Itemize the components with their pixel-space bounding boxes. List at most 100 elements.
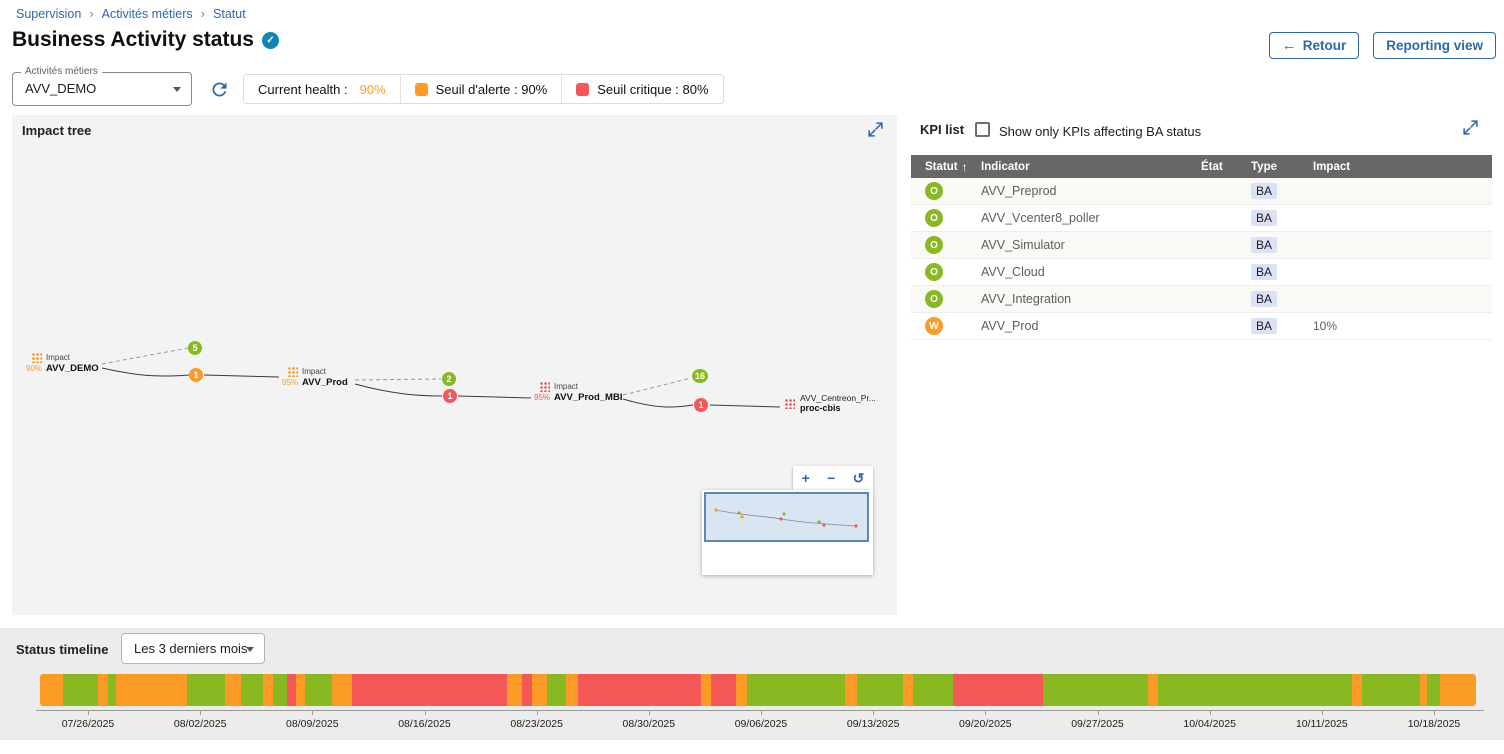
chevron-down-icon [246, 647, 254, 652]
axis-tick [200, 710, 202, 715]
tree-node-avv-prod-mbi[interactable]: Impact 95% AVV_Prod_MBI [534, 381, 622, 403]
badge-ok-count[interactable]: 2 [442, 372, 456, 386]
breadcrumb-supervision[interactable]: Supervision [16, 6, 82, 21]
tree-minimap[interactable] [702, 490, 873, 575]
timeline-segment-ok[interactable] [63, 674, 98, 706]
node-impact-label: Impact [46, 353, 71, 362]
kpi-indicator: AVV_Cloud [981, 265, 1045, 279]
timeline-segment-warning[interactable] [845, 674, 857, 706]
timeline-segment-warning[interactable] [735, 674, 748, 706]
tree-node-avv-demo[interactable]: Impact 90% AVV_DEMO [26, 352, 99, 374]
status-circle: W [925, 317, 943, 335]
kpi-row[interactable]: O AVV_Simulator BA [911, 232, 1492, 259]
timeline-segment-critical[interactable] [711, 674, 736, 706]
kpi-indicator: AVV_Integration [981, 292, 1072, 306]
ba-select-label: Activités métiers [21, 66, 102, 77]
timeline-segment-warning[interactable] [701, 674, 712, 706]
kpi-type-chip: BA [1251, 291, 1278, 307]
sort-asc-icon: ↑ [961, 159, 968, 174]
expand-icon[interactable] [867, 121, 887, 141]
timeline-period-value: Les 3 derniers mois [134, 641, 248, 656]
minimap-tree-sketch [714, 508, 858, 528]
column-etat[interactable]: État [1201, 160, 1223, 173]
back-arrow-icon: ← [1281, 37, 1297, 54]
zoom-in-button[interactable]: + [801, 470, 810, 486]
timeline-segment-ok[interactable] [304, 674, 332, 706]
timeline-segment-warning[interactable] [1419, 674, 1428, 706]
warning-threshold-item: Seuil d'alerte : 90% [399, 75, 562, 103]
breadcrumb: Supervision › Activités métiers › Statut [16, 6, 246, 21]
kpi-row[interactable]: O AVV_Integration BA [911, 286, 1492, 313]
timeline-segment-warning[interactable] [331, 674, 352, 706]
timeline-segment-ok[interactable] [1427, 674, 1441, 706]
axis-tick [312, 710, 314, 715]
timeline-segment-warning[interactable] [97, 674, 108, 706]
badge-warning-count[interactable]: 1 [189, 368, 203, 382]
kpi-impact: 10% [1313, 319, 1338, 333]
node-percent: 90% [26, 364, 43, 373]
timeline-segment-warning[interactable] [566, 674, 578, 706]
timeline-segment-warning[interactable] [507, 674, 522, 706]
kpi-row[interactable]: O AVV_Cloud BA [911, 259, 1492, 286]
timeline-segment-critical[interactable] [577, 674, 702, 706]
kpi-type-chip: BA [1251, 237, 1278, 253]
timeline-segment-warning[interactable] [1148, 674, 1159, 706]
timeline-segment-ok[interactable] [912, 674, 953, 706]
title-row: Business Activity status ✓ [12, 28, 279, 52]
breadcrumb-separator: › [200, 6, 206, 21]
minimap-viewport[interactable] [704, 492, 869, 542]
ba-select[interactable]: Activités métiers AVV_DEMO [12, 66, 192, 106]
axis-tick [536, 710, 538, 715]
timeline-segment-ok[interactable] [241, 674, 263, 706]
timeline-segment-critical[interactable] [521, 674, 532, 706]
timeline-segment-critical[interactable] [287, 674, 296, 706]
timeline-segment-warning[interactable] [40, 674, 63, 706]
timeline-segment-ok[interactable] [856, 674, 903, 706]
timeline-period-select[interactable]: Les 3 derniers mois [121, 633, 265, 664]
badge-ok-count[interactable]: 16 [692, 369, 708, 383]
timeline-segment-ok[interactable] [547, 674, 567, 706]
refresh-button[interactable] [206, 76, 232, 102]
timeline-segment-ok[interactable] [272, 674, 288, 706]
kpi-row[interactable]: W AVV_Prod BA 10% [911, 313, 1492, 340]
badge-critical-count[interactable]: 1 [694, 398, 708, 412]
column-statut[interactable]: Statut ↑ [925, 159, 968, 174]
reporting-view-button[interactable]: Reporting view [1373, 32, 1496, 59]
timeline-segment-ok[interactable] [186, 674, 226, 706]
expand-icon[interactable] [1462, 119, 1482, 139]
timeline-segment-critical[interactable] [351, 674, 508, 706]
timeline-segment-critical[interactable] [952, 674, 1044, 706]
timeline-segment-warning[interactable] [116, 674, 187, 706]
tree-node-avv-centreon[interactable]: AVV_Centreon_Pr... proc-cbis [784, 393, 876, 413]
timeline-segment-warning[interactable] [225, 674, 242, 706]
timeline-segment-warning[interactable] [295, 674, 305, 706]
timeline-segment-ok[interactable] [107, 674, 117, 706]
critical-threshold-item: Seuil critique : 80% [561, 75, 722, 103]
kpi-row[interactable]: O AVV_Preprod BA [911, 178, 1492, 205]
timeline-segment-warning[interactable] [1352, 674, 1363, 706]
timeline-segment-warning[interactable] [262, 674, 273, 706]
timeline-segment-warning[interactable] [1440, 674, 1476, 706]
breadcrumb-statut[interactable]: Statut [213, 6, 246, 21]
axis-date-label: 07/26/2025 [61, 718, 115, 730]
zoom-out-button[interactable]: − [827, 470, 836, 486]
timeline-segment-ok[interactable] [747, 674, 845, 706]
column-type[interactable]: Type [1251, 160, 1277, 173]
timeline-segment-warning[interactable] [902, 674, 913, 706]
zoom-reset-button[interactable]: ↺ [852, 470, 865, 486]
timeline-segment-ok[interactable] [1043, 674, 1149, 706]
timeline-segment-ok[interactable] [1158, 674, 1353, 706]
timeline-segment-warning[interactable] [531, 674, 548, 706]
column-indicator[interactable]: Indicator [981, 160, 1030, 173]
timeline-segment-ok[interactable] [1362, 674, 1420, 706]
tree-node-avv-prod[interactable]: Impact 95% AVV_Prod [282, 366, 348, 388]
kpi-filter-checkbox[interactable] [975, 122, 990, 137]
breadcrumb-separator: › [89, 6, 94, 21]
back-button[interactable]: ← Retour [1268, 32, 1360, 59]
kpi-row[interactable]: O AVV_Vcenter8_poller BA [911, 205, 1492, 232]
badge-critical-count[interactable]: 1 [443, 389, 457, 403]
column-impact[interactable]: Impact [1313, 160, 1351, 173]
kpi-indicator: AVV_Simulator [981, 238, 1065, 252]
badge-ok-count[interactable]: 5 [188, 341, 202, 355]
breadcrumb-activites-metiers[interactable]: Activités métiers [101, 6, 193, 21]
